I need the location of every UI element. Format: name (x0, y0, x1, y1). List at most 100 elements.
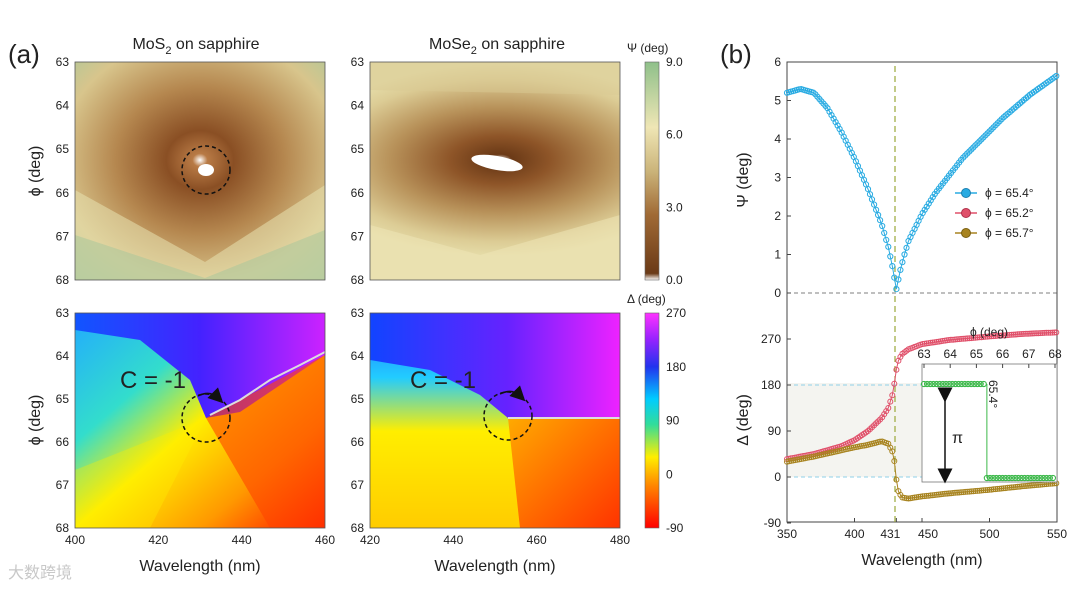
delta-point-1-53 (891, 458, 898, 464)
colorbar-psi-tick-1: 6.0 (666, 128, 683, 142)
delta-point-0-101 (988, 333, 995, 340)
psi-point-48 (881, 229, 888, 236)
delta-point-0-99 (984, 333, 991, 340)
delta-point-0-124 (1035, 330, 1042, 337)
inset-point-38 (1040, 474, 1047, 482)
delta-point-0-116 (1018, 331, 1025, 337)
delta-point-0-87 (960, 335, 967, 342)
delta-point-1-75 (935, 491, 942, 498)
delta-point-0-102 (990, 333, 997, 340)
legend-label-65-4: ϕ = 65.4° (985, 186, 1034, 200)
y-tick-label-1-0-3: 66 (56, 435, 70, 449)
delta-point-1-103 (992, 486, 999, 493)
delta-point-1-110 (1006, 484, 1013, 491)
inset-point-27 (1005, 474, 1013, 482)
inset-point-40 (1046, 474, 1053, 482)
inset-tick-label-3: 66 (996, 347, 1010, 361)
y-tick-label-1-1-4: 67 (351, 478, 365, 492)
ylabel-delta: Δ (deg) (735, 394, 752, 446)
delta-point-1-80 (946, 490, 952, 497)
delta-point-1-98 (982, 487, 989, 494)
inset-ticks: 63 64 65 66 67 68 (917, 347, 1062, 368)
delta-point-0-128 (1043, 329, 1050, 336)
colorbar-delta (644, 312, 660, 529)
delta-point-1-95 (976, 487, 983, 494)
delta-point-1-113 (1012, 484, 1019, 490)
legend-label-65-7: ϕ = 65.7° (985, 226, 1034, 240)
delta-point-1-77 (939, 491, 946, 497)
psi-point-133 (1053, 72, 1060, 80)
panel-b-y-ticks: 6 5 4 3 2 1 0 270 180 90 0 -90 (761, 55, 791, 530)
colorbar-psi-tick-0: 9.0 (666, 55, 683, 69)
delta-point-1-79 (944, 490, 950, 497)
xlabel-right: Wavelength (nm) (434, 558, 555, 575)
y-tick-label-1-1-5: 68 (351, 521, 365, 535)
y-tick-label-0-1-4: 67 (351, 229, 365, 243)
delta-point-1-105 (996, 485, 1003, 492)
y-tick-label-1-1-0: 63 (351, 306, 365, 320)
x-tick-label-b-0: 350 (777, 527, 797, 541)
psi-point-44 (873, 206, 880, 213)
psi-point-52 (889, 263, 896, 270)
inset-point-21 (986, 474, 994, 482)
delta-point-0-117 (1020, 330, 1027, 337)
delta-point-1-54 (893, 476, 900, 483)
psi-map-mose2 (370, 62, 620, 280)
inset-point-4 (933, 380, 940, 388)
panel-a-label: (a) (8, 39, 40, 69)
delta-point-0-77 (939, 337, 946, 344)
inset-point-37 (1037, 474, 1044, 482)
psi-point-104 (994, 120, 1001, 127)
delta-map-mos2: C = -1 (75, 313, 326, 528)
delta-point-0-126 (1039, 330, 1046, 336)
psi-tick-label-0: 6 (774, 55, 781, 69)
delta-point-1-107 (1000, 485, 1007, 492)
delta-point-0-131 (1049, 329, 1056, 336)
delta-point-1-89 (964, 488, 971, 495)
delta-point-1-123 (1033, 482, 1040, 488)
delta-point-1-68 (921, 493, 928, 500)
delta-point-0-92 (970, 334, 977, 341)
delta-point-0-90 (966, 335, 973, 342)
inset-point-17 (974, 380, 981, 388)
y-tick-label-1-1-1: 64 (351, 349, 365, 363)
delta-point-1-78 (942, 490, 948, 497)
delta-point-0-127 (1041, 329, 1048, 336)
psi-point-110 (1006, 109, 1013, 116)
psi-point-57 (899, 259, 906, 266)
panel-a-y-ticks: 63 64 65 66 67 68 63 64 65 66 67 68 63 64 65 66 67 68 63 64… (56, 55, 365, 535)
inset-point-10 (952, 380, 959, 388)
y-tick-label-0-0-0: 63 (56, 55, 70, 69)
inset-point-41 (1049, 474, 1057, 482)
inset-point-18 (977, 380, 984, 388)
inset-point-36 (1034, 474, 1041, 482)
delta-point-0-83 (952, 336, 959, 343)
delta-point-0-122 (1031, 330, 1037, 337)
colorbar-psi (644, 61, 660, 281)
delta-point-0-105 (996, 332, 1003, 339)
inset: ϕ (deg) 63 64 65 66 67 68 π 65.4° (917, 325, 1062, 484)
delta-point-0-106 (998, 332, 1005, 339)
y-tick-label-0-0-1: 64 (56, 99, 70, 113)
colorbar-delta-tick-4: -90 (666, 521, 684, 535)
delta-point-1-71 (927, 492, 934, 499)
inset-marker-label: 65.4° (986, 380, 1000, 408)
delta-map-mose2: C = -1 (370, 313, 620, 528)
inset-point-14 (964, 380, 972, 388)
delta-point-1-88 (962, 488, 969, 495)
delta-point-0-54 (893, 366, 900, 373)
delta-point-0-118 (1023, 330, 1029, 337)
delta-point-0-86 (958, 335, 965, 342)
inset-point-31 (1018, 474, 1025, 482)
delta-point-1-118 (1023, 483, 1029, 489)
delta-point-0-108 (1002, 332, 1009, 339)
psi-tick-label-3: 3 (774, 171, 781, 185)
psi-point-116 (1018, 98, 1026, 105)
delta-point-0-89 (964, 335, 971, 342)
inset-tick-label-5: 68 (1048, 347, 1062, 361)
y-tick-label-0-0-4: 67 (56, 229, 70, 243)
delta-point-0-103 (992, 333, 999, 339)
delta-point-0-51 (887, 398, 894, 405)
delta-point-1-97 (980, 487, 987, 494)
inset-series (920, 380, 1057, 482)
